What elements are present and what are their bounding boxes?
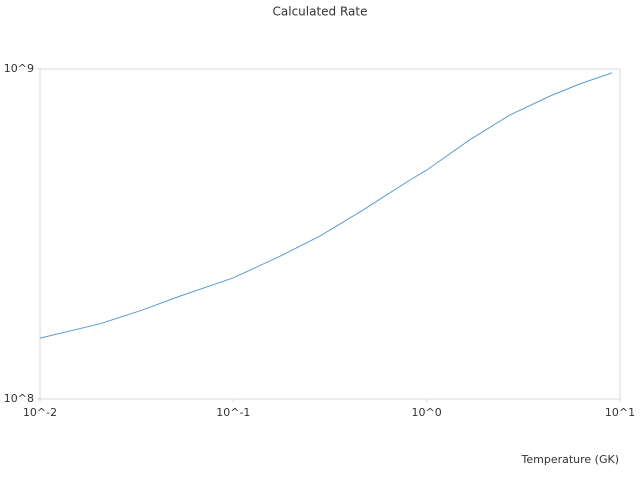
- plot-frame: [39, 68, 621, 400]
- chart-title: Calculated Rate: [273, 5, 368, 19]
- x-tick-label: 10^1: [605, 406, 635, 419]
- x-tick-label: 10^-1: [216, 406, 250, 419]
- x-axis-label: Temperature (GK): [521, 453, 620, 466]
- x-tick-label: 10^0: [412, 406, 442, 419]
- y-tick-label: 10^9: [4, 62, 34, 75]
- y-tick-label: 10^8: [4, 392, 34, 405]
- x-tick-label: 10^-2: [23, 406, 57, 419]
- data-line: [39, 72, 613, 339]
